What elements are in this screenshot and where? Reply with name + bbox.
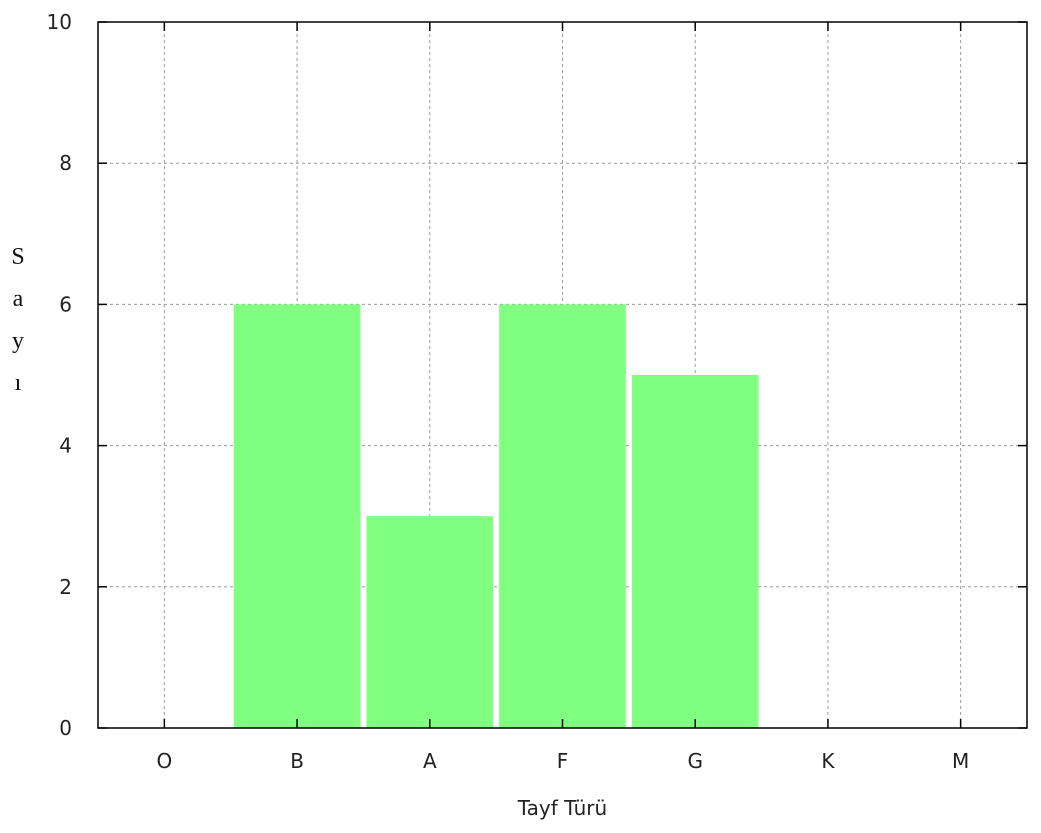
y-tick-label: 0 [59, 716, 72, 740]
y-axis-title-char: y [12, 328, 24, 354]
y-axis-title-char: a [13, 286, 24, 312]
x-tick-label: A [423, 749, 437, 773]
y-tick-label: 2 [59, 575, 72, 599]
y-tick-label: 10 [47, 10, 72, 34]
bar-B [233, 304, 361, 728]
x-tick-label: K [821, 749, 835, 773]
x-tick-label: O [156, 749, 172, 773]
y-axis-title-char: ı [15, 370, 22, 396]
bar-A [366, 516, 494, 728]
x-tick-label: M [952, 749, 969, 773]
bars [233, 304, 759, 728]
x-tick-label: B [290, 749, 304, 773]
y-axis-title-char: S [11, 244, 24, 270]
bar-F [499, 304, 626, 728]
tick-labels: 0 2 4 6 8 10 O B A F G K M [47, 10, 970, 773]
y-tick-label: 8 [59, 151, 72, 175]
x-axis-title: Tayf Türü [517, 796, 607, 820]
y-tick-label: 4 [59, 434, 72, 458]
x-tick-label: F [557, 749, 569, 773]
x-tick-label: G [687, 749, 703, 773]
y-tick-label: 6 [59, 292, 72, 316]
axis-ticks [98, 21, 1027, 729]
bar-G [631, 375, 759, 728]
